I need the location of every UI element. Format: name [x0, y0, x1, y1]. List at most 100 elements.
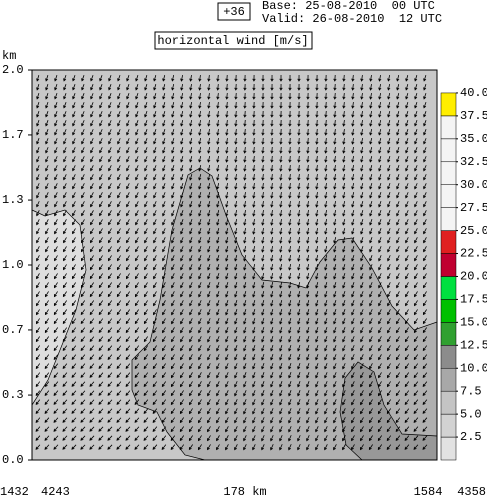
wind-arrow [288, 435, 292, 442]
wind-arrow [360, 192, 364, 199]
wind-arrow [288, 164, 292, 172]
wind-arrow [288, 254, 292, 262]
wind-arrow [342, 318, 346, 325]
wind-arrow [207, 417, 211, 424]
wind-arrow [378, 128, 382, 136]
wind-arrow [135, 174, 139, 181]
wind-arrow [351, 200, 355, 208]
wind-arrow [125, 381, 131, 387]
wind-arrow [63, 93, 67, 100]
colorbar-cell [440, 276, 457, 300]
wind-arrow [396, 192, 400, 199]
wind-arrow [162, 327, 166, 334]
wind-arrow [171, 111, 175, 118]
wind-arrow [134, 426, 140, 432]
wind-arrow [386, 408, 392, 415]
wind-arrow [99, 228, 103, 235]
wind-arrow [252, 327, 256, 334]
wind-arrow [378, 210, 382, 217]
wind-arrow [387, 92, 391, 100]
wind-arrow [125, 318, 131, 325]
wind-arrow [279, 173, 283, 181]
wind-arrow [351, 381, 355, 388]
wind-arrow [207, 390, 211, 397]
wind-arrow [225, 209, 229, 217]
wind-arrow [81, 102, 85, 109]
wind-arrow [422, 363, 428, 370]
wind-arrow [297, 399, 301, 406]
wind-arrow [198, 164, 202, 172]
wind-arrow [90, 129, 94, 136]
wind-arrow [360, 363, 364, 370]
wind-arrow [63, 237, 67, 244]
wind-arrow [369, 309, 373, 316]
wind-arrow [261, 435, 265, 442]
wind-arrow [413, 381, 419, 388]
wind-arrow [369, 399, 373, 406]
wind-arrow [342, 255, 346, 262]
wind-arrow [81, 228, 85, 235]
wind-arrow [144, 174, 148, 181]
wind-arrow [288, 182, 292, 190]
wind-arrow [53, 354, 59, 361]
wind-arrow [135, 156, 139, 163]
wind-arrow [198, 183, 202, 190]
wind-arrow [44, 417, 50, 423]
wind-arrow [198, 137, 202, 145]
wind-arrow [378, 363, 382, 370]
wind-arrow [234, 101, 238, 109]
wind-arrow [99, 183, 103, 190]
wind-arrow [107, 354, 113, 360]
wind-arrow [369, 128, 373, 136]
wind-arrow [72, 102, 76, 109]
wind-arrow [404, 381, 410, 388]
wind-arrow [117, 165, 121, 172]
wind-arrow [126, 210, 130, 217]
wind-arrow [315, 300, 319, 307]
wind-arrow [288, 146, 292, 154]
wind-arrow [216, 354, 220, 361]
wind-arrow [207, 300, 211, 307]
wind-arrow [126, 255, 130, 262]
wind-arrow [270, 83, 274, 91]
wind-arrow [369, 408, 373, 415]
wind-arrow [162, 345, 166, 352]
colorbar-label: 32.5 [460, 155, 487, 169]
wind-arrow [225, 318, 229, 325]
wind-arrow [198, 417, 202, 424]
wind-arrow [107, 372, 113, 378]
wind-arrow [324, 128, 328, 136]
wind-arrow [297, 318, 301, 325]
wind-arrow [423, 174, 427, 181]
wind-arrow [207, 237, 211, 244]
wind-arrow [162, 219, 166, 226]
wind-arrow [414, 264, 418, 271]
wind-arrow [135, 93, 139, 100]
wind-arrow [162, 93, 166, 100]
wind-arrow [288, 363, 292, 370]
wind-arrow [422, 300, 427, 307]
x-label: 1584 [414, 485, 443, 499]
wind-arrow [234, 191, 238, 199]
wind-arrow [162, 174, 166, 181]
wind-arrow [90, 120, 94, 127]
wind-arrow [396, 246, 400, 253]
wind-arrow [45, 102, 49, 109]
wind-arrow [306, 110, 310, 118]
wind-arrow [270, 408, 274, 415]
wind-arrow [243, 128, 247, 136]
wind-arrow [54, 219, 58, 226]
wind-arrow [108, 228, 112, 235]
wind-arrow [252, 372, 256, 379]
wind-arrow [143, 327, 148, 334]
wind-arrow [207, 399, 211, 406]
wind-arrow [315, 336, 319, 343]
wind-arrow [315, 191, 319, 199]
wind-arrow [288, 74, 292, 82]
wind-arrow [422, 372, 428, 379]
wind-arrow [414, 237, 418, 244]
wind-arrow [144, 75, 148, 82]
wind-arrow [153, 318, 157, 325]
wind-arrow [342, 173, 346, 181]
wind-arrow [270, 345, 274, 352]
